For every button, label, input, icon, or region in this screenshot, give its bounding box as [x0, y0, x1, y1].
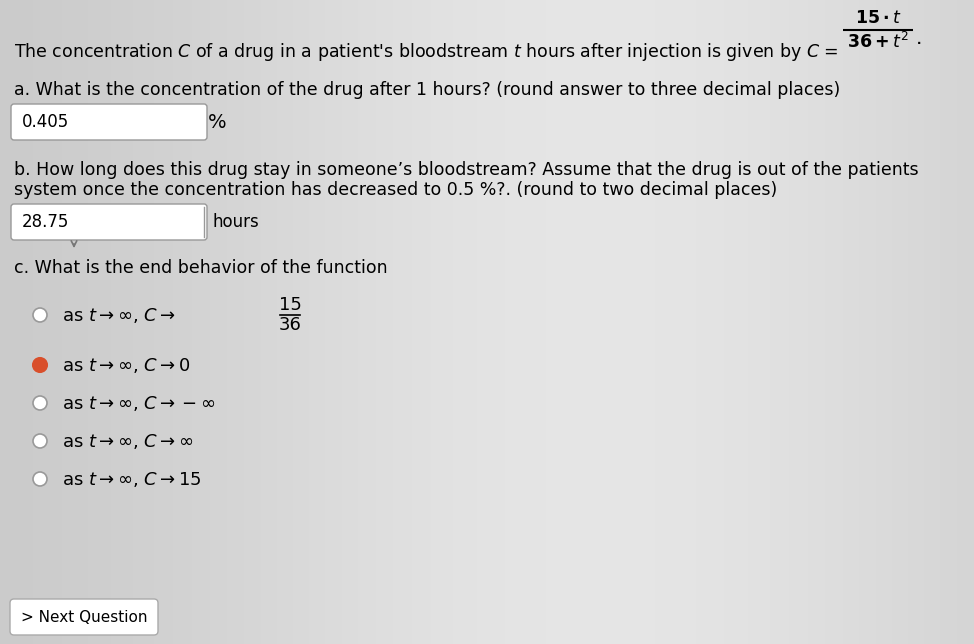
Text: c. What is the end behavior of the function: c. What is the end behavior of the funct… [14, 259, 388, 277]
FancyBboxPatch shape [11, 104, 207, 140]
Text: as $t \rightarrow \infty$, $C \rightarrow$: as $t \rightarrow \infty$, $C \rightarro… [62, 305, 176, 325]
FancyBboxPatch shape [11, 204, 207, 240]
Text: hours: hours [212, 213, 259, 231]
Circle shape [33, 358, 47, 372]
Circle shape [33, 472, 47, 486]
Circle shape [33, 396, 47, 410]
Text: 15: 15 [279, 296, 301, 314]
Text: The concentration $\it{C}$ of a drug in a patient's bloodstream $\it{t}$ hours a: The concentration $\it{C}$ of a drug in … [14, 41, 839, 63]
Text: $\mathbf{15 \cdot \it{t}}$: $\mathbf{15 \cdot \it{t}}$ [854, 9, 902, 27]
Text: .: . [916, 28, 922, 48]
Text: 36: 36 [279, 316, 301, 334]
Text: as $t \rightarrow \infty$, $C \rightarrow \infty$: as $t \rightarrow \infty$, $C \rightarro… [62, 431, 194, 451]
Text: > Next Question: > Next Question [20, 609, 147, 625]
Text: b. How long does this drug stay in someone’s bloodstream? Assume that the drug i: b. How long does this drug stay in someo… [14, 161, 918, 179]
Text: 0.405: 0.405 [22, 113, 69, 131]
Circle shape [33, 434, 47, 448]
Text: $\mathbf{36 + \it{t}^2}$: $\mathbf{36 + \it{t}^2}$ [847, 32, 909, 52]
Text: as $t \rightarrow \infty$, $C \rightarrow -\infty$: as $t \rightarrow \infty$, $C \rightarro… [62, 393, 215, 413]
Text: 28.75: 28.75 [22, 213, 69, 231]
Text: as $t \rightarrow \infty$, $C \rightarrow 0$: as $t \rightarrow \infty$, $C \rightarro… [62, 355, 191, 375]
Text: a. What is the concentration of the drug after 1 hours? (round answer to three d: a. What is the concentration of the drug… [14, 81, 841, 99]
FancyBboxPatch shape [10, 599, 158, 635]
Text: as $t \rightarrow \infty$, $C \rightarrow 15$: as $t \rightarrow \infty$, $C \rightarro… [62, 469, 202, 489]
Text: %: % [208, 113, 227, 131]
Text: system once the concentration has decreased to 0.5 %?. (round to two decimal pla: system once the concentration has decrea… [14, 181, 777, 199]
Circle shape [33, 308, 47, 322]
